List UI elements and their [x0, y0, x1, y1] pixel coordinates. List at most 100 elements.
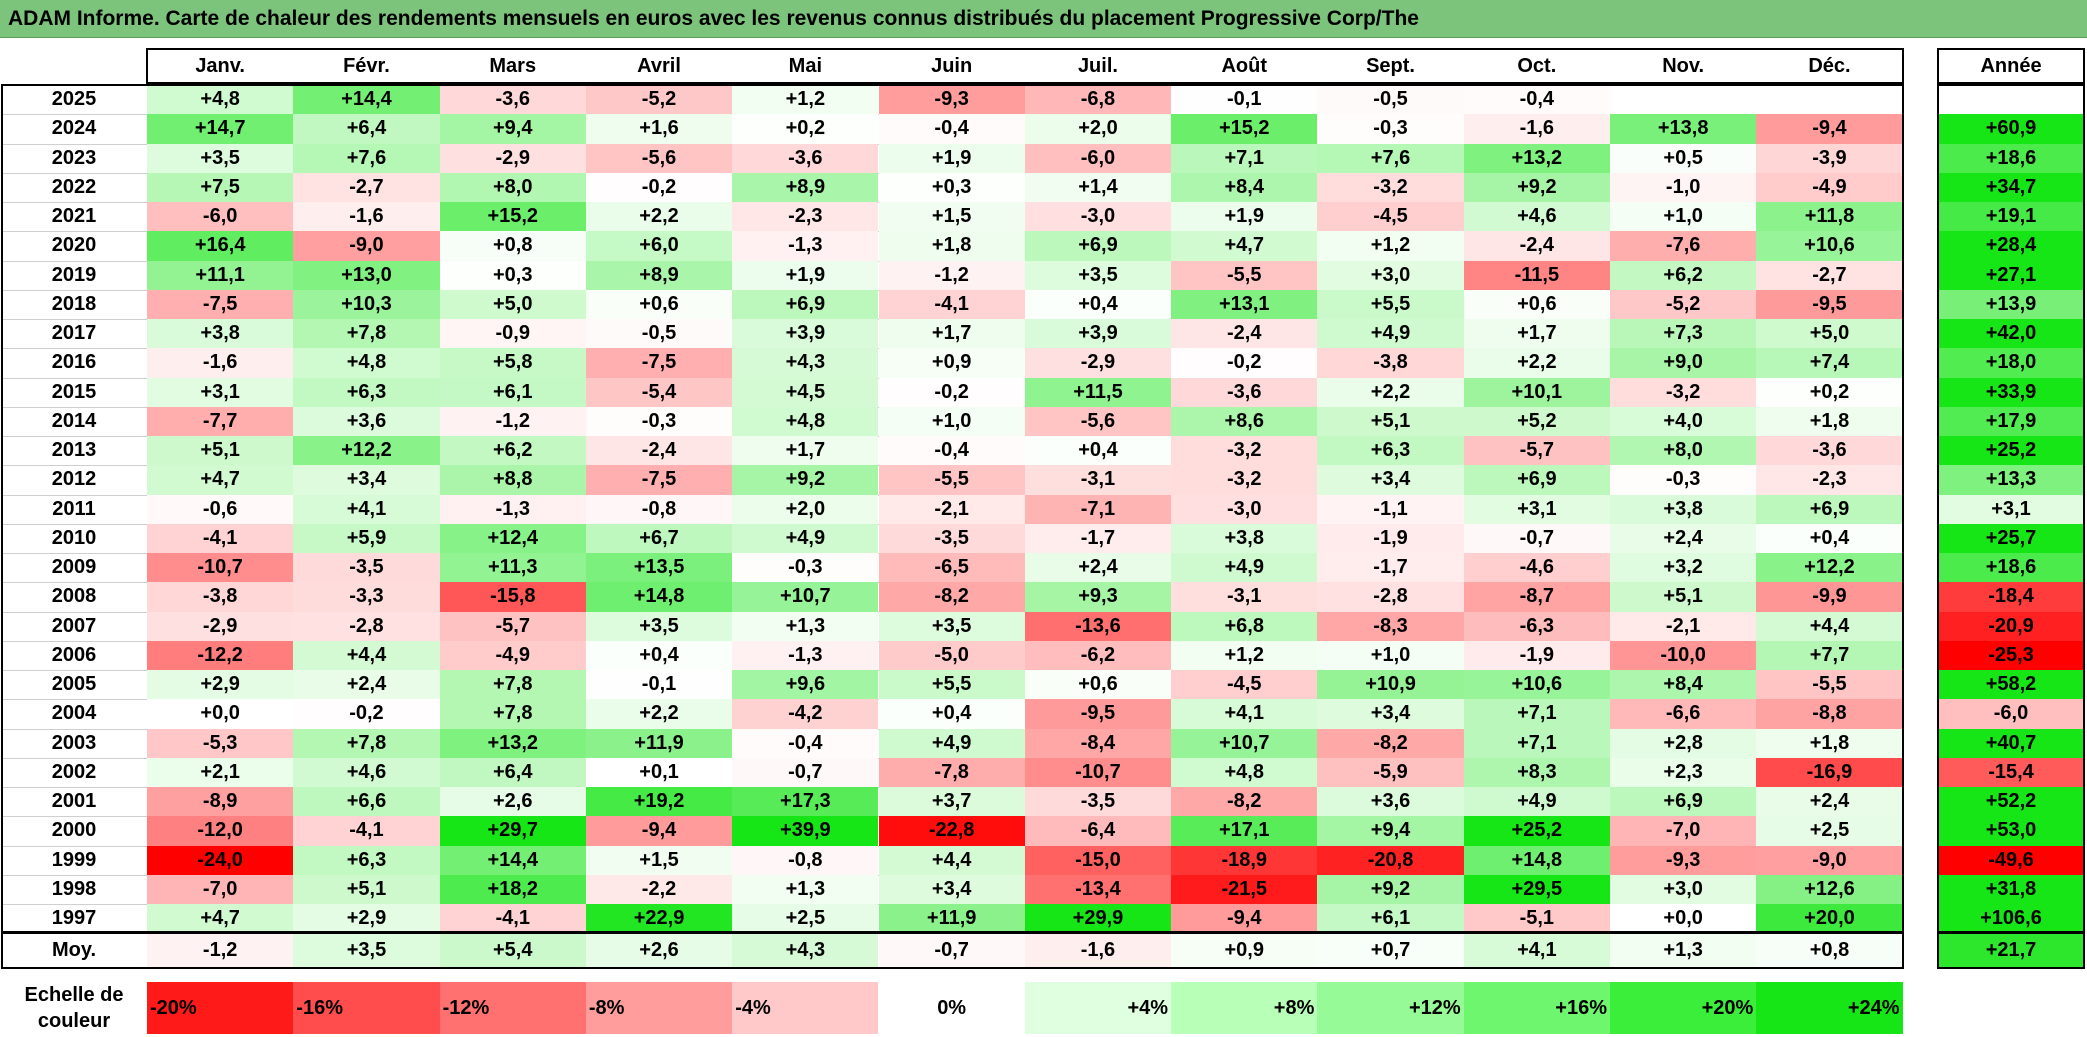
heatmap-cell: +9,6	[732, 670, 879, 700]
year-label: 1997	[51, 907, 97, 930]
heatmap-cell: -3,8	[1317, 348, 1464, 378]
heatmap-cell: +17,1	[1171, 816, 1318, 846]
heatmap-cell: -13,4	[1024, 874, 1172, 904]
heatmap-cell: -1,3	[732, 231, 879, 261]
heatmap-cell: +0,0	[147, 699, 294, 729]
heatmap-cell: -1,2	[439, 406, 586, 436]
heatmap-cell: -8,2	[1317, 728, 1464, 758]
year-label: 2017	[51, 322, 97, 345]
heatmap-cell: +0,3	[878, 172, 1025, 202]
annual-cell: +3,1	[1938, 494, 2084, 524]
heatmap-cell: +6,3	[1317, 436, 1464, 466]
heatmap-cell: +4,5	[732, 377, 879, 407]
year-label: 2001	[51, 790, 97, 813]
annual-cell: +31,8	[1938, 874, 2084, 904]
annual-cell: +25,7	[1938, 523, 2084, 553]
heatmap-cell: +1,8	[878, 231, 1025, 261]
heatmap-cell: -16,9	[1756, 757, 1903, 787]
annual-cell: +106,6	[1938, 904, 2084, 934]
legend-swatch: +24%	[1756, 982, 1903, 1034]
heatmap-cell: +7,7	[1756, 640, 1903, 670]
heatmap-cell: -2,9	[439, 143, 586, 173]
heatmap-cell: +14,4	[439, 845, 586, 875]
year-label: 2010	[51, 526, 97, 549]
heatmap-cell: -18,9	[1171, 845, 1318, 875]
column-header: Nov.	[1662, 54, 1705, 77]
heatmap-cell: -1,1	[1317, 494, 1464, 524]
heatmap-cell: +10,6	[1756, 231, 1903, 261]
average-label: Moy.	[51, 938, 97, 961]
heatmap-cell: -9,3	[1610, 845, 1757, 875]
heatmap-cell: +19,2	[585, 787, 733, 817]
heatmap-cell: +4,8	[1171, 757, 1318, 787]
annual-cell: -20,9	[1938, 611, 2084, 641]
heatmap-cell: -12,0	[147, 816, 294, 846]
heatmap-cell: -8,2	[1171, 787, 1318, 817]
heatmap-cell: +14,8	[1463, 845, 1610, 875]
heatmap-cell: +15,2	[1171, 114, 1318, 144]
annual-cell: +13,9	[1938, 289, 2084, 319]
heatmap-cell: +17,3	[732, 787, 879, 817]
heatmap-cell: -5,7	[439, 611, 586, 641]
heatmap-cell: -9,9	[1756, 582, 1903, 612]
heatmap-cell: -9,0	[293, 231, 440, 261]
heatmap-cell: +3,9	[732, 319, 879, 349]
heatmap-cell: -7,5	[585, 465, 733, 495]
heatmap-cell: +10,7	[732, 582, 879, 612]
heatmap-cell: +25,2	[1463, 816, 1610, 846]
annual-cell: +40,7	[1938, 728, 2084, 758]
heatmap-cell: +1,2	[732, 85, 879, 115]
heatmap-cell: -0,4	[878, 436, 1025, 466]
heatmap-cell: +6,4	[439, 757, 586, 787]
heatmap-cell: -4,9	[439, 640, 586, 670]
heatmap-cell: +5,0	[1756, 319, 1903, 349]
heatmap-cell: +2,4	[1024, 553, 1172, 583]
heatmap-cell: -9,0	[1756, 845, 1903, 875]
heatmap-cell: +0,4	[585, 640, 733, 670]
heatmap-cell: +3,0	[1610, 874, 1757, 904]
heatmap-cell: -13,6	[1024, 611, 1172, 641]
heatmap-cell: +4,8	[732, 406, 879, 436]
legend-swatch: +12%	[1317, 982, 1464, 1034]
annual-cell: +34,7	[1938, 172, 2084, 202]
heatmap-cell: +4,3	[732, 348, 879, 378]
heatmap-cell: +5,1	[147, 436, 294, 466]
heatmap-cell: -2,1	[878, 494, 1025, 524]
heatmap-cell: +6,3	[293, 845, 440, 875]
heatmap-cell: -5,9	[1317, 757, 1464, 787]
heatmap-cell: +0,0	[1610, 904, 1757, 934]
column-header: Août	[1221, 54, 1268, 77]
heatmap-cell: +14,8	[585, 582, 733, 612]
average-cell: +1,3	[1610, 932, 1757, 968]
heatmap-cell: -6,0	[147, 202, 294, 232]
annual-cell: +33,9	[1938, 377, 2084, 407]
heatmap-cell: -5,0	[878, 640, 1025, 670]
year-label: 2009	[51, 556, 97, 579]
heatmap-cell: +22,9	[585, 904, 733, 934]
average-cell: -0,7	[878, 932, 1025, 968]
heatmap-cell: +11,8	[1756, 202, 1903, 232]
heatmap-cell: -9,4	[585, 816, 733, 846]
heatmap-cell: -3,5	[878, 523, 1025, 553]
heatmap-cell: -5,2	[585, 85, 733, 115]
heatmap-cell: -3,2	[1610, 377, 1757, 407]
heatmap-cell: +3,4	[1317, 699, 1464, 729]
heatmap-cell: +1,2	[1171, 640, 1318, 670]
heatmap-cell: +3,4	[293, 465, 440, 495]
legend-swatch: -12%	[439, 982, 586, 1034]
heatmap-cell: -7,0	[147, 874, 294, 904]
heatmap-cell: +5,5	[878, 670, 1025, 700]
heatmap-cell: -1,6	[1463, 114, 1610, 144]
heatmap-cell: -4,1	[439, 904, 586, 934]
heatmap-cell: +1,3	[732, 611, 879, 641]
heatmap-cell: +0,6	[1024, 670, 1172, 700]
heatmap-cell: +4,7	[147, 465, 294, 495]
heatmap-cell: +1,3	[732, 874, 879, 904]
heatmap-cell: +39,9	[732, 816, 879, 846]
heatmap-cell: -21,5	[1171, 874, 1318, 904]
heatmap-cell: -7,5	[147, 289, 294, 319]
column-header: Mars	[489, 54, 537, 77]
column-header: Sept.	[1366, 54, 1415, 77]
heatmap-cell: +0,4	[1024, 289, 1172, 319]
heatmap-cell: +2,6	[439, 787, 586, 817]
